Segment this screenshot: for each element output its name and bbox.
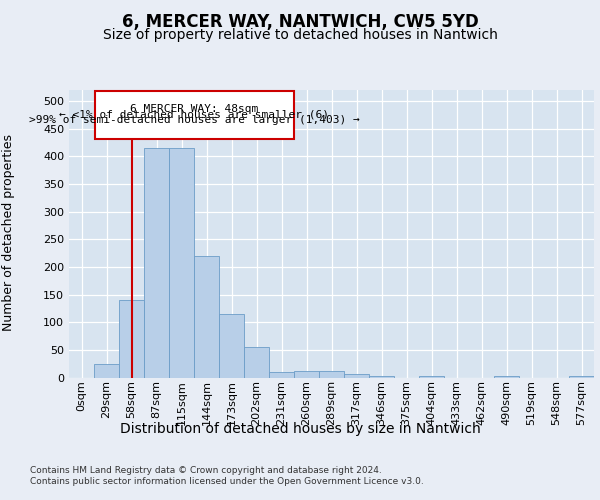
Bar xyxy=(94,364,119,378)
FancyBboxPatch shape xyxy=(95,91,294,138)
Bar xyxy=(269,372,294,378)
Text: >99% of semi-detached houses are larger (1,403) →: >99% of semi-detached houses are larger … xyxy=(29,116,359,126)
Text: ← <1% of detached houses are smaller (6): ← <1% of detached houses are smaller (6) xyxy=(59,110,329,120)
Bar xyxy=(219,314,244,378)
Text: 6, MERCER WAY, NANTWICH, CW5 5YD: 6, MERCER WAY, NANTWICH, CW5 5YD xyxy=(122,12,478,30)
Text: Contains HM Land Registry data © Crown copyright and database right 2024.: Contains HM Land Registry data © Crown c… xyxy=(30,466,382,475)
Bar xyxy=(169,148,194,378)
Text: Contains public sector information licensed under the Open Government Licence v3: Contains public sector information licen… xyxy=(30,478,424,486)
Bar xyxy=(419,376,444,378)
Bar xyxy=(294,371,319,378)
Bar xyxy=(369,376,394,378)
Bar xyxy=(494,376,519,378)
Bar xyxy=(344,374,369,378)
Bar xyxy=(569,376,594,378)
Text: Distribution of detached houses by size in Nantwich: Distribution of detached houses by size … xyxy=(119,422,481,436)
Text: Size of property relative to detached houses in Nantwich: Size of property relative to detached ho… xyxy=(103,28,497,42)
Text: Number of detached properties: Number of detached properties xyxy=(2,134,16,331)
Text: 6 MERCER WAY: 48sqm: 6 MERCER WAY: 48sqm xyxy=(130,104,259,115)
Bar xyxy=(244,347,269,378)
Bar xyxy=(194,256,219,378)
Bar xyxy=(119,300,144,378)
Bar xyxy=(319,371,344,378)
Bar xyxy=(144,148,169,378)
